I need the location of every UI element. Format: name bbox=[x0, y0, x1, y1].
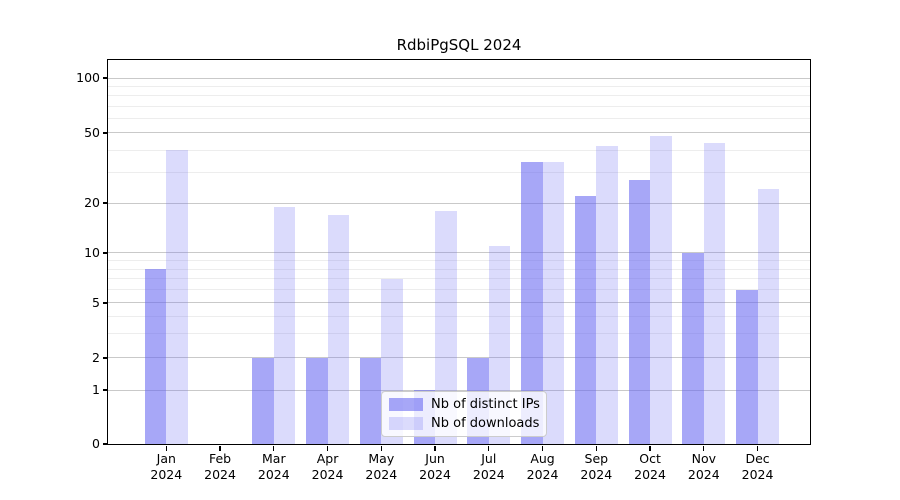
x-tick-sep bbox=[595, 445, 597, 451]
gridline-major-50 bbox=[108, 132, 810, 134]
y-tick-10 bbox=[102, 252, 108, 254]
y-tick-label-0: 0 bbox=[92, 436, 100, 451]
x-tick-jan bbox=[165, 445, 167, 451]
y-tick-50 bbox=[102, 132, 108, 134]
y-tick-label-1: 1 bbox=[92, 382, 100, 397]
legend-item-downloads: Nb of downloads bbox=[382, 416, 546, 431]
bar-distinct-ips-nov bbox=[682, 253, 704, 444]
bar-distinct-ips-mar bbox=[252, 357, 274, 444]
gridline-major-5 bbox=[108, 302, 810, 304]
gridline-minor-8 bbox=[108, 268, 810, 270]
gridline-minor-30 bbox=[108, 171, 810, 173]
bar-downloads-mar bbox=[273, 206, 296, 444]
chart-title: RdbiPgSQL 2024 bbox=[396, 36, 522, 54]
bar-downloads-nov bbox=[703, 142, 726, 444]
gridline-minor-80 bbox=[108, 95, 810, 97]
x-tick-jul bbox=[488, 445, 490, 451]
bar-downloads-jun bbox=[435, 210, 457, 444]
y-tick-5 bbox=[102, 302, 108, 304]
x-tick-label-feb: Feb 2024 bbox=[204, 451, 236, 482]
y-tick-label-10: 10 bbox=[84, 244, 100, 260]
y-tick-label-20: 20 bbox=[84, 195, 100, 210]
bar-distinct-ips-sep bbox=[574, 195, 597, 444]
legend-swatch-downloads-icon bbox=[389, 417, 423, 430]
x-tick-jun bbox=[434, 445, 436, 451]
legend-swatch-distinct-ips-icon bbox=[389, 398, 423, 411]
x-tick-label-aug: Aug 2024 bbox=[526, 451, 559, 482]
x-tick-oct bbox=[649, 445, 651, 451]
gridline-major-20 bbox=[108, 202, 810, 204]
gridline-minor-6 bbox=[108, 289, 810, 291]
x-tick-label-jun: Jun 2024 bbox=[419, 451, 451, 482]
x-tick-label-nov: Nov 2024 bbox=[687, 451, 720, 482]
x-tick-label-apr: Apr 2024 bbox=[311, 451, 344, 482]
x-tick-feb bbox=[219, 445, 221, 451]
bar-distinct-ips-apr bbox=[306, 357, 328, 444]
gridline-minor-40 bbox=[108, 149, 810, 151]
x-tick-label-oct: Oct 2024 bbox=[634, 451, 666, 482]
y-tick-label-5: 5 bbox=[92, 294, 100, 310]
gridline-minor-9 bbox=[108, 260, 810, 262]
gridline-major-1 bbox=[108, 389, 810, 391]
gridline-major-100 bbox=[108, 77, 810, 79]
bar-distinct-ips-may bbox=[359, 357, 382, 444]
y-tick-label-50: 50 bbox=[84, 124, 100, 140]
x-tick-mar bbox=[273, 445, 275, 451]
x-tick-label-jan: Jan 2024 bbox=[150, 451, 183, 482]
gridline-minor-70 bbox=[108, 105, 810, 107]
x-tick-label-sep: Sep 2024 bbox=[580, 451, 613, 482]
y-tick-1 bbox=[102, 389, 108, 391]
bar-distinct-ips-aug bbox=[521, 162, 543, 444]
y-tick-2 bbox=[102, 357, 108, 359]
legend-item-distinct-ips: Nb of distinct IPs bbox=[382, 397, 546, 412]
bar-downloads-jan bbox=[166, 150, 188, 444]
bar-downloads-aug bbox=[542, 162, 565, 444]
bar-distinct-ips-dec bbox=[736, 289, 758, 444]
gridline-minor-4 bbox=[108, 315, 810, 317]
x-tick-dec bbox=[756, 445, 759, 451]
bar-downloads-apr bbox=[327, 214, 350, 444]
plot-area bbox=[108, 60, 810, 444]
gridline-minor-7 bbox=[108, 278, 810, 280]
y-tick-label-2: 2 bbox=[92, 349, 100, 365]
gridline-minor-60 bbox=[108, 118, 810, 120]
gridline-minor-90 bbox=[108, 85, 810, 87]
legend-label-downloads: Nb of downloads bbox=[431, 416, 540, 431]
y-tick-20 bbox=[102, 202, 108, 204]
bar-downloads-sep bbox=[596, 146, 618, 444]
bar-downloads-oct bbox=[650, 136, 672, 444]
legend-label-distinct-ips: Nb of distinct IPs bbox=[431, 397, 540, 412]
x-tick-aug bbox=[541, 445, 544, 451]
gridline-major-10 bbox=[108, 252, 810, 254]
y-tick-0 bbox=[102, 443, 108, 445]
y-tick-100 bbox=[102, 77, 108, 79]
bar-distinct-ips-oct bbox=[628, 180, 651, 444]
x-tick-apr bbox=[326, 445, 329, 451]
x-tick-label-dec: Dec 2024 bbox=[741, 451, 774, 482]
x-tick-nov bbox=[703, 445, 705, 451]
bar-distinct-ips-jan bbox=[144, 269, 167, 444]
x-tick-label-may: May 2024 bbox=[365, 451, 398, 482]
x-tick-may bbox=[380, 445, 382, 451]
x-tick-label-jul: Jul 2024 bbox=[472, 451, 505, 482]
legend: Nb of distinct IPs Nb of downloads bbox=[381, 391, 547, 437]
bar-downloads-dec bbox=[757, 189, 780, 444]
gridline-minor-3 bbox=[108, 333, 810, 335]
y-tick-label-100: 100 bbox=[76, 70, 100, 85]
x-tick-label-mar: Mar 2024 bbox=[257, 451, 290, 482]
gridline-major-2 bbox=[108, 357, 810, 359]
